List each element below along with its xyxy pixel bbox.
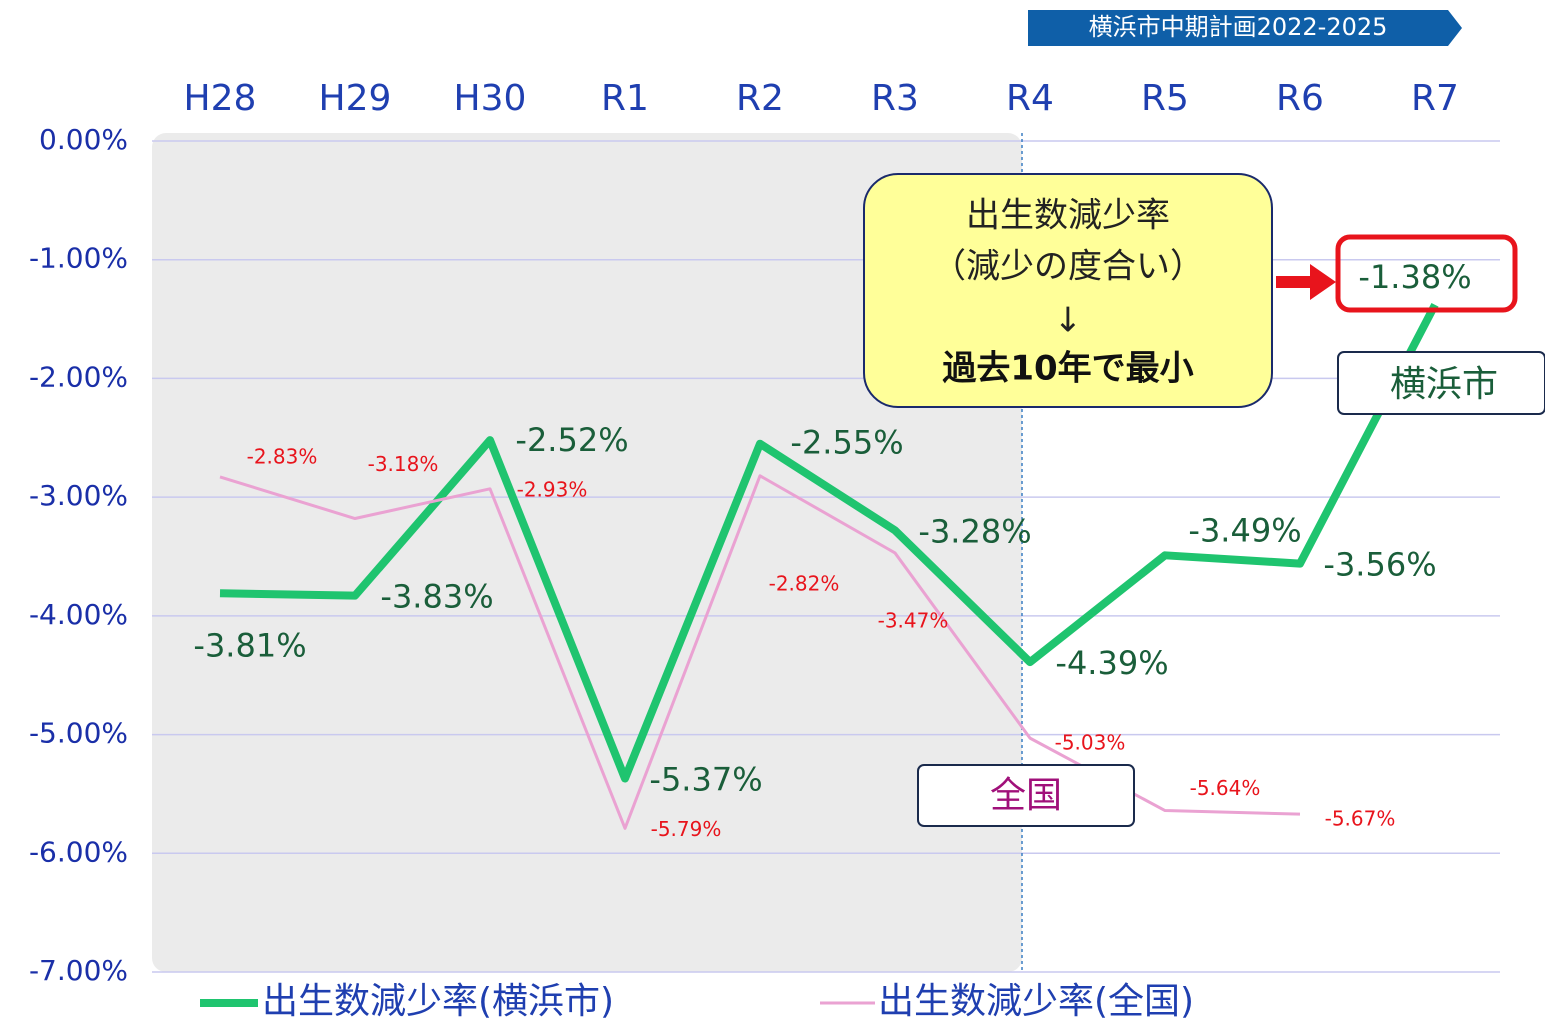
data-label: -3.28% [918, 512, 1031, 550]
x-tick-label: H30 [454, 78, 527, 119]
data-label: -2.55% [790, 424, 903, 462]
data-label: -5.64% [1190, 776, 1261, 800]
x-tick-label: H28 [184, 78, 257, 119]
shaded-period [152, 133, 1022, 972]
data-label: -1.38% [1358, 258, 1471, 296]
callout-text: （減少の度合い） [932, 247, 1204, 287]
arrow [1276, 264, 1336, 300]
legend-label: 出生数減少率(横浜市) [262, 981, 614, 1022]
y-tick-label: -6.00% [29, 835, 128, 868]
highlight-box [1335, 234, 1518, 313]
data-label: -3.56% [1323, 546, 1436, 584]
data-label: -3.81% [193, 626, 306, 664]
data-label: -2.82% [769, 571, 840, 595]
y-tick-label: -5.00% [29, 717, 128, 750]
callout-text: 出生数減少率 [966, 196, 1170, 236]
x-tick-label: R6 [1276, 78, 1324, 119]
y-tick-label: -2.00% [29, 360, 128, 393]
series-label: 横浜市 [1390, 364, 1498, 405]
y-tick-label: -7.00% [29, 954, 128, 987]
y-tick-label: 0.00% [39, 123, 128, 156]
data-label: -5.37% [649, 760, 762, 798]
data-label: -5.03% [1055, 731, 1126, 755]
y-tick-label: -4.00% [29, 598, 128, 631]
y-tick-label: -1.00% [29, 242, 128, 275]
banner-text: 横浜市中期計画2022-2025 [1089, 13, 1388, 41]
data-label: -2.93% [517, 477, 588, 501]
data-label: -3.83% [380, 578, 493, 616]
x-tick-label: R3 [871, 78, 919, 119]
data-label: -5.67% [1325, 807, 1396, 831]
x-tick-label: R1 [601, 78, 649, 119]
series-line [219, 302, 1439, 783]
x-tick-label: H29 [319, 78, 392, 119]
callout-box [863, 173, 1273, 408]
x-tick-label: R7 [1411, 78, 1459, 119]
y-tick-label: -3.00% [29, 479, 128, 512]
series-label-box [917, 764, 1135, 827]
data-label: -3.47% [878, 608, 949, 632]
series-label-box [1337, 351, 1545, 415]
data-label: -3.18% [368, 452, 439, 476]
data-label: -4.39% [1055, 644, 1168, 682]
data-label: -5.79% [651, 817, 722, 841]
x-tick-label: R2 [736, 78, 784, 119]
callout-text: ↓ [1054, 301, 1083, 341]
x-tick-label: R5 [1141, 78, 1189, 119]
data-label: -2.83% [247, 444, 318, 468]
banner [1028, 10, 1462, 46]
data-label: -3.49% [1188, 511, 1301, 549]
data-label: -2.52% [515, 421, 628, 459]
series-label: 全国 [990, 775, 1062, 816]
callout-text: 過去10年で最小 [942, 349, 1193, 389]
legend-label: 出生数減少率(全国) [878, 981, 1194, 1022]
x-tick-label: R4 [1006, 78, 1054, 119]
